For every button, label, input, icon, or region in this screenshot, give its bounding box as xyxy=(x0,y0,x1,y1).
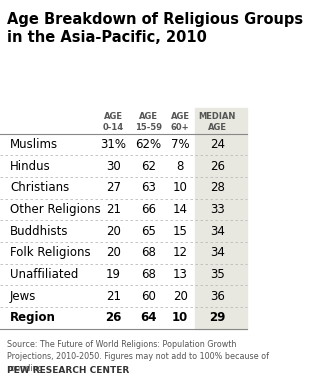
Text: PEW RESEARCH CENTER: PEW RESEARCH CENTER xyxy=(7,366,130,375)
Text: 34: 34 xyxy=(210,246,225,259)
Text: 27: 27 xyxy=(106,181,121,194)
Text: 28: 28 xyxy=(210,181,225,194)
Text: Folk Religions: Folk Religions xyxy=(10,246,91,259)
Text: 26: 26 xyxy=(105,311,122,324)
Text: 21: 21 xyxy=(106,289,121,303)
Text: 21: 21 xyxy=(106,203,121,216)
Text: AGE
0-14: AGE 0-14 xyxy=(103,112,124,132)
Text: Hindus: Hindus xyxy=(10,159,51,173)
Text: 24: 24 xyxy=(210,138,225,151)
Text: 63: 63 xyxy=(141,181,156,194)
Text: 7%: 7% xyxy=(171,138,189,151)
Text: 34: 34 xyxy=(210,224,225,238)
Text: 66: 66 xyxy=(141,203,156,216)
Text: Region: Region xyxy=(10,311,56,324)
Text: 12: 12 xyxy=(173,246,188,259)
Text: 10: 10 xyxy=(173,181,188,194)
Text: 14: 14 xyxy=(173,203,188,216)
Text: 64: 64 xyxy=(140,311,157,324)
Text: 30: 30 xyxy=(106,159,121,173)
Text: 26: 26 xyxy=(210,159,225,173)
Text: 20: 20 xyxy=(106,246,121,259)
Text: Buddhists: Buddhists xyxy=(10,224,69,238)
Text: Christians: Christians xyxy=(10,181,69,194)
Text: 10: 10 xyxy=(172,311,188,324)
Text: 35: 35 xyxy=(210,268,225,281)
Text: 19: 19 xyxy=(106,268,121,281)
Text: 20: 20 xyxy=(106,224,121,238)
Text: 62%: 62% xyxy=(135,138,161,151)
Text: Muslims: Muslims xyxy=(10,138,58,151)
Text: 65: 65 xyxy=(141,224,156,238)
Text: 60: 60 xyxy=(141,289,156,303)
Text: 8: 8 xyxy=(177,159,184,173)
Text: 36: 36 xyxy=(210,289,225,303)
Text: Age Breakdown of Religious Groups
in the Asia-Pacific, 2010: Age Breakdown of Religious Groups in the… xyxy=(7,12,303,45)
Text: 20: 20 xyxy=(173,289,188,303)
Text: AGE
15-59: AGE 15-59 xyxy=(135,112,162,132)
Text: 68: 68 xyxy=(141,268,156,281)
Text: 33: 33 xyxy=(210,203,225,216)
Text: MEDIAN
AGE: MEDIAN AGE xyxy=(199,112,236,132)
Text: Unaffiliated: Unaffiliated xyxy=(10,268,78,281)
Text: AGE
60+: AGE 60+ xyxy=(171,112,190,132)
Text: 15: 15 xyxy=(173,224,188,238)
Text: Jews: Jews xyxy=(10,289,36,303)
Text: Other Religions: Other Religions xyxy=(10,203,101,216)
Text: 62: 62 xyxy=(141,159,156,173)
Text: 68: 68 xyxy=(141,246,156,259)
Text: Source: The Future of World Religions: Population Growth
Projections, 2010-2050.: Source: The Future of World Religions: P… xyxy=(7,340,269,373)
Text: 13: 13 xyxy=(173,268,188,281)
Text: 31%: 31% xyxy=(100,138,126,151)
Text: 29: 29 xyxy=(209,311,225,324)
